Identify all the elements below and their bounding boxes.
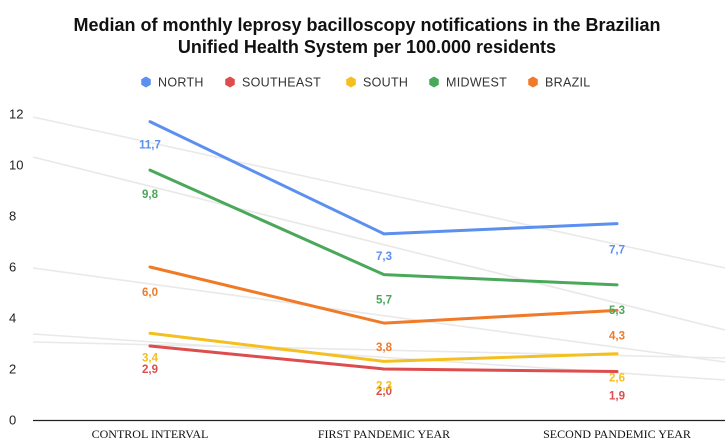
data-label-north: 7,7	[609, 245, 625, 257]
y-axis: 0 2 4 6 8 10 12	[9, 107, 23, 428]
series-line-south	[148, 331, 619, 363]
data-label-north: 11,7	[139, 140, 161, 152]
legend-item-brazil: BRAZIL	[528, 76, 590, 90]
data-label-brazil: 3,8	[376, 342, 393, 354]
y-tick-label: 6	[9, 260, 16, 275]
data-label-midwest: 5,7	[376, 295, 392, 307]
data-label-southeast: 1,9	[609, 391, 625, 403]
data-label-north: 7,3	[376, 251, 392, 263]
legend-marker-brazil	[528, 76, 538, 88]
series-line-north	[148, 120, 619, 236]
legend-label-brazil: BRAZIL	[545, 76, 591, 90]
data-label-southeast: 2,9	[142, 364, 158, 376]
y-tick-label: 8	[9, 209, 16, 224]
series-line-midwest	[148, 168, 619, 287]
data-labels: 11,7 7,3 7,7 2,9 2,0 1,9 3,4 2,3 2,6 9,8 5,7 5,3 6,0…	[139, 140, 625, 403]
series-line-brazil	[148, 265, 619, 325]
x-tick-label: CONTROL INTERVAL	[92, 427, 209, 440]
y-tick-label: 10	[9, 158, 23, 173]
data-label-south: 3,4	[142, 352, 159, 364]
legend-marker-south	[346, 76, 356, 88]
y-tick-label: 12	[9, 107, 23, 122]
chart-title-line-2: Unified Health System per 100.000 reside…	[178, 37, 556, 57]
chart-title-line-1: Median of monthly leprosy bacilloscopy n…	[73, 15, 660, 35]
legend-item-south: SOUTH	[346, 76, 408, 90]
y-tick-label: 4	[9, 311, 16, 326]
legend-marker-north	[141, 76, 151, 88]
legend-item-southeast: SOUTHEAST	[225, 76, 321, 90]
legend-label-midwest: MIDWEST	[446, 76, 507, 90]
background-line	[32, 116, 725, 269]
legend-marker-southeast	[225, 76, 235, 88]
y-tick-label: 2	[9, 362, 16, 377]
series-lines	[148, 120, 619, 374]
series-line-southeast	[148, 344, 619, 374]
legend-label-southeast: SOUTHEAST	[242, 76, 321, 90]
data-label-southeast: 2,0	[376, 386, 392, 398]
data-label-midwest: 9,8	[142, 189, 159, 201]
data-label-south: 2,6	[609, 373, 625, 385]
background-line	[32, 156, 725, 331]
x-tick-label: SECOND PANDEMIC YEAR	[543, 427, 691, 440]
x-axis: CONTROL INTERVAL FIRST PANDEMIC YEAR SECON…	[33, 419, 725, 440]
legend-item-midwest: MIDWEST	[429, 76, 507, 90]
data-label-midwest: 5,3	[609, 305, 625, 317]
legend-marker-midwest	[429, 76, 439, 88]
background-line	[32, 267, 725, 363]
x-tick-label: FIRST PANDEMIC YEAR	[318, 427, 450, 440]
data-label-brazil: 6,0	[142, 287, 158, 299]
data-label-brazil: 4,3	[609, 330, 625, 342]
legend-label-north: NORTH	[158, 76, 204, 90]
legend-item-north: NORTH	[141, 76, 203, 90]
legend-label-south: SOUTH	[363, 76, 408, 90]
data-label-south: 2,3	[376, 380, 392, 392]
y-tick-label: 0	[9, 413, 16, 428]
legend: NORTH SOUTHEAST SOUTH MIDWEST BRAZIL	[141, 76, 590, 90]
